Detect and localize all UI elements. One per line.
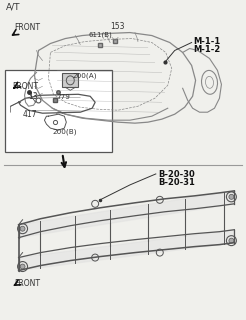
Text: B-20-30: B-20-30 [158,170,195,179]
Text: 153: 153 [110,21,124,31]
Text: 779: 779 [56,94,70,100]
Bar [62,73,78,87]
Text: A/T: A/T [6,3,20,12]
Circle shape [20,264,25,269]
Text: 200(A): 200(A) [72,72,97,79]
Polygon shape [19,191,234,238]
Bar [5,70,112,152]
Circle shape [229,238,234,243]
Text: 611(B): 611(B) [88,31,112,37]
Text: FRONT: FRONT [15,23,41,32]
Text: FRONT: FRONT [15,279,41,288]
Text: B-20-31: B-20-31 [158,178,195,187]
Text: M-1-1: M-1-1 [194,36,221,45]
Polygon shape [19,230,234,270]
Text: 200(B): 200(B) [52,128,77,135]
Circle shape [229,194,234,199]
Circle shape [20,226,25,231]
Text: 417: 417 [23,110,37,119]
Text: FRONT: FRONT [13,82,39,91]
Text: 13: 13 [29,92,38,101]
Text: M-1-2: M-1-2 [194,44,221,53]
